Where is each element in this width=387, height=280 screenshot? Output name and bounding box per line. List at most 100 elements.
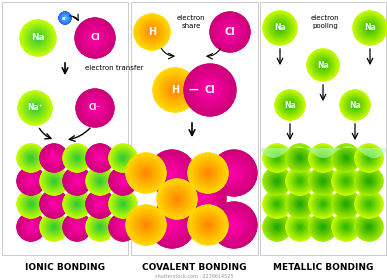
Circle shape — [200, 165, 216, 181]
Circle shape — [89, 102, 101, 114]
Circle shape — [24, 151, 38, 165]
Circle shape — [319, 61, 327, 69]
Circle shape — [198, 194, 208, 204]
Circle shape — [360, 18, 380, 38]
Circle shape — [171, 172, 173, 174]
Circle shape — [67, 148, 87, 169]
Circle shape — [78, 21, 112, 55]
Circle shape — [336, 217, 356, 237]
Circle shape — [358, 147, 380, 169]
Circle shape — [32, 105, 38, 111]
Circle shape — [291, 149, 309, 167]
Circle shape — [310, 168, 336, 194]
Circle shape — [159, 74, 191, 106]
Circle shape — [315, 219, 331, 235]
Circle shape — [292, 196, 308, 212]
Circle shape — [336, 171, 356, 191]
Circle shape — [275, 23, 285, 33]
Circle shape — [271, 220, 284, 234]
Circle shape — [74, 201, 80, 207]
Circle shape — [26, 25, 51, 51]
Circle shape — [23, 96, 47, 120]
Circle shape — [28, 155, 34, 161]
Circle shape — [186, 182, 220, 216]
Circle shape — [345, 203, 347, 205]
Circle shape — [358, 147, 380, 169]
Circle shape — [367, 202, 371, 206]
Circle shape — [313, 55, 333, 75]
Circle shape — [118, 176, 128, 186]
Circle shape — [85, 98, 105, 118]
Circle shape — [113, 217, 133, 237]
Circle shape — [24, 174, 38, 188]
Circle shape — [313, 217, 333, 237]
Circle shape — [62, 15, 68, 21]
Circle shape — [362, 20, 378, 36]
Circle shape — [162, 215, 182, 235]
Circle shape — [363, 152, 375, 164]
Circle shape — [182, 178, 224, 220]
Circle shape — [23, 173, 39, 189]
Circle shape — [297, 224, 303, 230]
Circle shape — [344, 225, 348, 229]
Circle shape — [144, 171, 148, 175]
Circle shape — [93, 36, 97, 40]
Circle shape — [200, 165, 216, 181]
Circle shape — [210, 12, 250, 52]
Circle shape — [21, 216, 41, 237]
Circle shape — [319, 177, 327, 185]
Circle shape — [232, 171, 236, 175]
Circle shape — [280, 95, 300, 115]
Circle shape — [29, 179, 33, 183]
Circle shape — [170, 85, 180, 95]
Circle shape — [288, 146, 312, 170]
Circle shape — [341, 176, 351, 186]
Circle shape — [62, 15, 68, 21]
Circle shape — [26, 199, 36, 209]
Circle shape — [72, 199, 82, 209]
Circle shape — [313, 194, 333, 214]
Circle shape — [269, 150, 285, 166]
Circle shape — [27, 223, 35, 231]
Circle shape — [191, 187, 215, 211]
Circle shape — [316, 151, 330, 165]
Circle shape — [93, 36, 97, 40]
Circle shape — [147, 27, 157, 37]
Circle shape — [145, 224, 147, 226]
Circle shape — [165, 80, 185, 100]
Circle shape — [362, 220, 376, 234]
Circle shape — [60, 13, 70, 24]
Circle shape — [279, 94, 301, 116]
Circle shape — [276, 203, 278, 205]
Circle shape — [164, 79, 186, 101]
Circle shape — [86, 190, 114, 218]
Circle shape — [111, 193, 134, 215]
Circle shape — [162, 184, 192, 214]
Circle shape — [94, 221, 106, 233]
Circle shape — [116, 220, 130, 234]
Circle shape — [34, 107, 36, 109]
Circle shape — [351, 101, 359, 109]
Circle shape — [361, 150, 377, 166]
Circle shape — [63, 213, 91, 241]
Circle shape — [150, 30, 154, 34]
Text: COVALENT BONDING: COVALENT BONDING — [142, 263, 246, 272]
Circle shape — [26, 152, 37, 164]
Circle shape — [315, 57, 331, 73]
Circle shape — [363, 175, 375, 187]
Circle shape — [51, 224, 57, 230]
Circle shape — [230, 221, 238, 229]
Circle shape — [271, 174, 284, 188]
Circle shape — [72, 176, 82, 186]
Circle shape — [136, 163, 156, 183]
Circle shape — [40, 167, 68, 195]
Circle shape — [288, 192, 312, 216]
Circle shape — [68, 172, 86, 190]
Circle shape — [121, 179, 125, 183]
Circle shape — [110, 145, 136, 171]
Circle shape — [157, 72, 194, 108]
Circle shape — [340, 221, 352, 233]
Circle shape — [68, 172, 86, 190]
Circle shape — [148, 28, 156, 36]
Circle shape — [281, 96, 300, 114]
